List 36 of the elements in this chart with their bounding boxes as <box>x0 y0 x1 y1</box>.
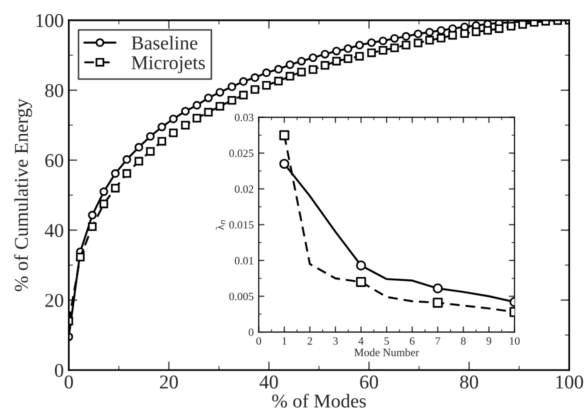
y-tick-label: 100 <box>36 14 64 28</box>
x-tick-label: 8 <box>460 337 466 345</box>
x-tick-label: 80 <box>460 375 478 389</box>
x-tick-label: 40 <box>260 375 278 389</box>
x-axis-title: % of Modes <box>272 394 366 408</box>
x-tick-label: 4 <box>358 337 364 345</box>
y-tick-label: 60 <box>45 154 64 168</box>
x-tick-label: 9 <box>486 337 492 345</box>
y-tick-label: 0.015 <box>229 221 254 229</box>
y-tick-label: 0.02 <box>234 185 254 193</box>
x-tick-label: 100 <box>556 375 584 389</box>
x-tick-label: 3 <box>333 337 338 345</box>
y-tick-label: 20 <box>45 294 64 308</box>
y-tick-label: 40 <box>44 224 64 238</box>
x-tick-label: 7 <box>436 337 440 345</box>
y-tick-label: 0 <box>248 328 254 336</box>
x-tick-label: 20 <box>160 375 178 389</box>
y-axis-title: % of Cumulative Energy <box>14 98 32 292</box>
x-tick-label: 10 <box>510 337 520 345</box>
y-tick-label: 80 <box>45 84 64 98</box>
x-tick-label: 60 <box>360 375 378 389</box>
x-tick-label: 5 <box>384 337 389 345</box>
x-tick-label: 1 <box>282 337 286 345</box>
y-tick-label: 0 <box>54 364 64 377</box>
y-tick-label: 0.025 <box>229 150 254 158</box>
x-tick-label: 2 <box>308 337 312 345</box>
x-tick-label: 0 <box>256 337 262 345</box>
x-axis-title: Mode Number <box>354 348 420 356</box>
legend-label: Microjets <box>132 56 205 74</box>
legend-label: Baseline <box>132 36 198 50</box>
y-tick-label: 0.03 <box>234 114 254 122</box>
y-tick-label: 0.005 <box>229 292 254 300</box>
x-tick-label: 0 <box>64 375 73 389</box>
y-tick-label: 0.01 <box>234 256 254 264</box>
y-axis-title: λ$_{n}$ <box>216 220 226 230</box>
x-tick-label: 6 <box>410 337 415 345</box>
